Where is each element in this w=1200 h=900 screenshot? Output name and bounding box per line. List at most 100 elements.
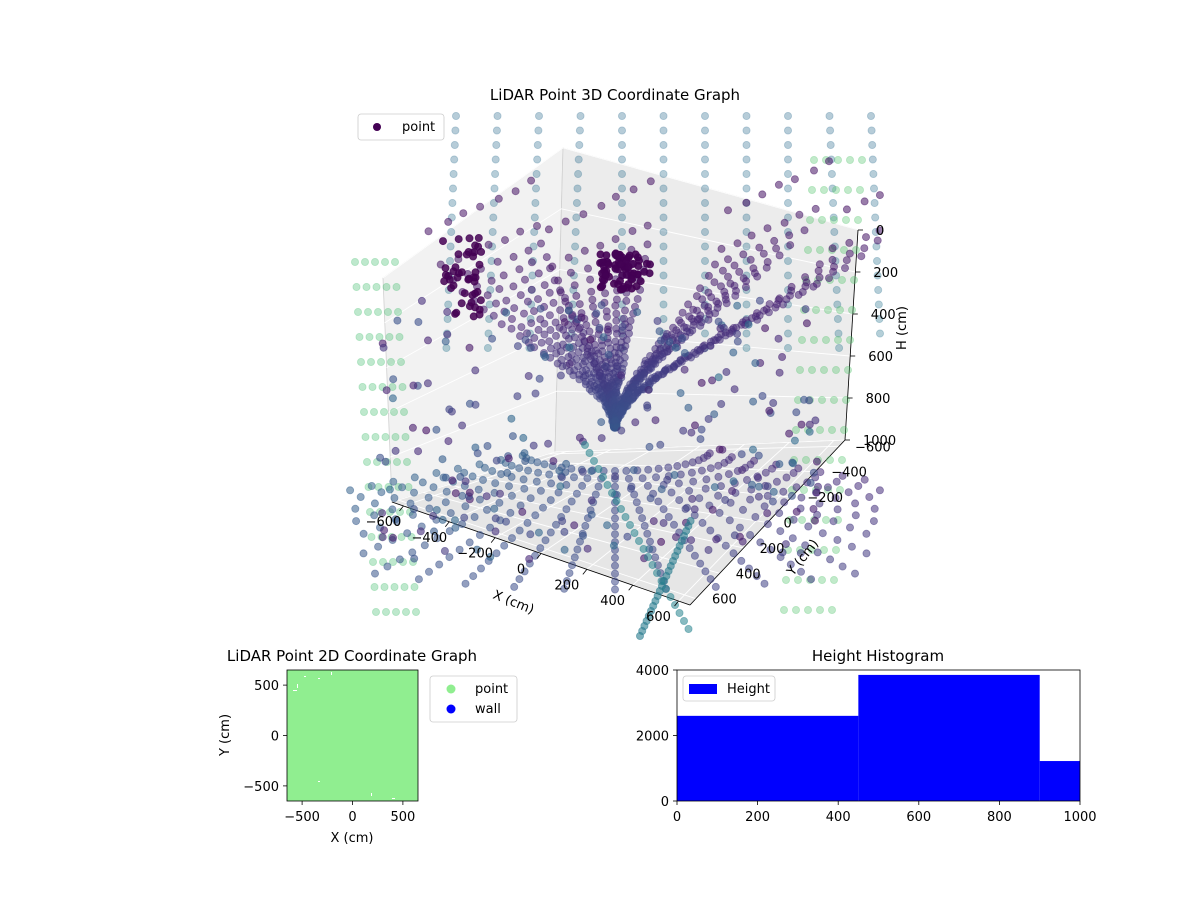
x-tick-3d: [582, 569, 588, 575]
point-marker-3d: [808, 185, 817, 194]
point-marker-3d: [844, 488, 853, 497]
point-marker-3d: [659, 227, 668, 236]
point-marker-3d: [491, 514, 500, 523]
point-marker-3d: [742, 198, 751, 207]
point-marker-3d: [451, 489, 460, 498]
point-marker-3d: [644, 553, 653, 562]
point-marker-3d: [794, 576, 803, 585]
y-axis-label-2d: Y (cm): [218, 714, 233, 757]
point-marker-3d: [451, 112, 460, 121]
point-marker-3d: [714, 317, 723, 326]
point-marker-3d: [719, 323, 728, 332]
point-marker-3d: [778, 548, 787, 557]
point-marker-3d: [471, 241, 480, 250]
point-marker-3d: [556, 371, 565, 380]
point-marker-3d: [520, 449, 529, 458]
point-marker-3d: [775, 509, 784, 518]
point-marker-3d: [388, 394, 397, 403]
point-marker-3d: [789, 515, 798, 524]
point-marker-3d: [602, 251, 611, 260]
point-marker-3d: [611, 561, 620, 570]
point-marker-3d: [707, 293, 716, 302]
point-marker-3d: [804, 606, 813, 615]
point-marker-3d: [715, 335, 724, 344]
point-marker-3d: [862, 549, 871, 558]
point-marker-3d: [532, 477, 541, 486]
point-marker-3d: [470, 513, 479, 522]
point-marker-3d: [523, 297, 532, 306]
point-marker-3d: [513, 342, 522, 351]
point-marker-3d: [381, 608, 390, 617]
point-marker-3d: [529, 242, 538, 251]
point-cloud-3d: [346, 112, 885, 641]
point-marker-3d: [813, 548, 822, 557]
point-marker-3d: [747, 231, 756, 240]
point-marker-3d: [369, 407, 378, 416]
point-marker-3d: [372, 282, 381, 291]
point-marker-3d: [786, 560, 795, 569]
point-marker-3d: [556, 306, 565, 315]
point-marker-3d: [454, 250, 463, 259]
point-marker-3d: [370, 499, 379, 508]
point-marker-3d: [846, 155, 855, 164]
point-marker-3d: [869, 169, 878, 178]
point-marker-3d: [695, 346, 704, 355]
point-marker-3d: [420, 541, 429, 550]
point-marker-3d: [529, 441, 538, 450]
point-marker-3d: [519, 433, 528, 442]
point-marker-3d: [398, 382, 407, 391]
point-marker-3d: [692, 292, 701, 301]
point-marker-3d: [833, 300, 842, 309]
point-marker-3d: [391, 515, 400, 524]
point-marker-3d: [638, 474, 647, 483]
point-marker-3d: [618, 184, 627, 193]
point-marker-3d: [453, 273, 462, 282]
point-marker-3d: [391, 608, 400, 617]
point-marker-3d: [546, 344, 555, 353]
point-marker-3d: [432, 505, 441, 514]
point-marker-3d: [488, 334, 497, 343]
point-marker-3d: [856, 185, 865, 194]
point-marker-3d: [536, 486, 545, 495]
point-marker-3d: [508, 432, 517, 441]
point-marker-3d: [515, 575, 524, 584]
point-marker-3d: [472, 545, 481, 554]
point-marker-3d: [816, 425, 825, 434]
point-marker-3d: [556, 288, 565, 297]
point-marker-3d: [678, 334, 687, 343]
point-marker-3d: [659, 300, 668, 309]
point-marker-3d: [504, 454, 513, 463]
point-marker-3d: [820, 546, 829, 555]
point-marker-3d: [746, 495, 755, 504]
chart-2d: LiDAR Point 2D Coordinate Graph −500 0 500…: [218, 647, 518, 846]
point-marker-3d: [624, 253, 633, 262]
point-marker-3d: [742, 300, 751, 309]
point-marker-3d: [742, 169, 751, 178]
point-marker-3d: [784, 169, 793, 178]
point-marker-3d: [758, 190, 767, 199]
point-marker-3d: [572, 213, 581, 222]
point-marker-3d: [449, 169, 458, 178]
point-marker-3d: [854, 481, 863, 490]
point-marker-3d: [535, 112, 544, 121]
point-marker-3d: [822, 335, 831, 344]
point-marker-3d: [797, 567, 806, 576]
point-marker-3d: [594, 482, 603, 491]
point-marker-3d: [735, 523, 744, 532]
point-marker-3d: [808, 365, 817, 374]
point-marker-3d: [596, 283, 605, 292]
point-marker-3d: [871, 213, 880, 222]
point-marker-3d: [830, 215, 839, 224]
point-marker-3d: [835, 343, 844, 352]
point-marker-3d: [875, 486, 884, 495]
point-marker-3d: [774, 334, 783, 343]
point-marker-3d: [687, 353, 696, 362]
point-marker-3d: [691, 421, 700, 430]
point-marker-3d: [810, 155, 819, 164]
point-marker-3d: [352, 282, 361, 291]
point-marker-3d: [789, 459, 798, 468]
point-marker-3d: [414, 317, 423, 326]
point-marker-3d: [761, 324, 770, 333]
point-marker-3d: [539, 503, 548, 512]
point-marker-3d: [663, 475, 672, 484]
